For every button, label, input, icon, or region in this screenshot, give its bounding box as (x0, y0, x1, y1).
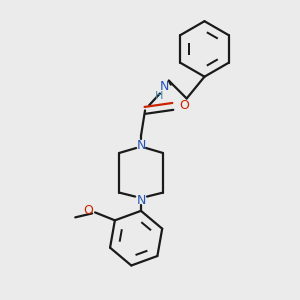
Text: O: O (180, 99, 190, 112)
Text: N: N (136, 194, 146, 207)
Text: N: N (160, 80, 170, 93)
Text: H: H (155, 91, 163, 100)
Text: O: O (83, 204, 93, 217)
Text: N: N (136, 139, 146, 152)
